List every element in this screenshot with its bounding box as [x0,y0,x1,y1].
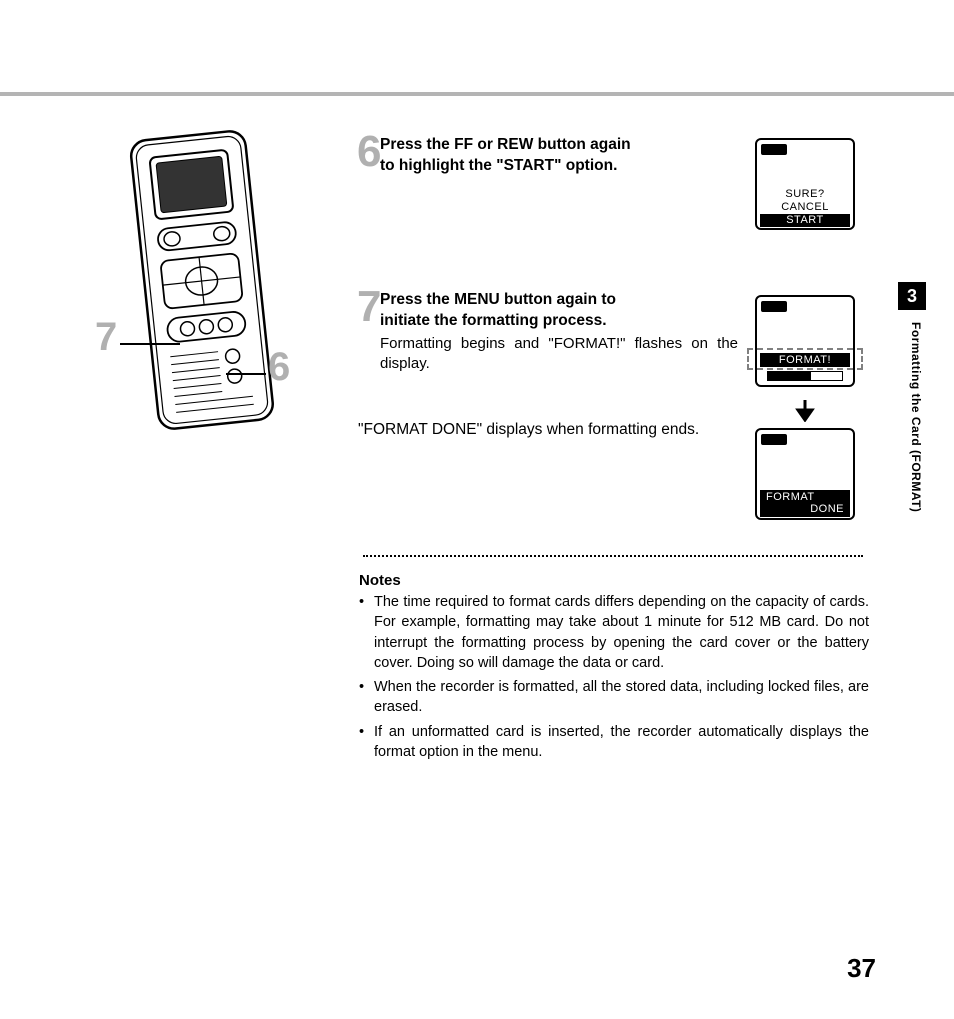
lcd-screen-sure: SURE? CANCEL START [755,138,855,230]
lcd-highlight: START [760,214,850,227]
step-6-block: 6 Press the FF or REW button again to hi… [358,135,738,177]
lcd-text: FORMAT [760,491,850,503]
progress-fill [768,372,811,380]
arrow-down-icon [795,400,815,429]
step-number: 6 [357,127,381,177]
text: to highlight the "START" option. [380,157,617,174]
step-7-subtext: Formatting begins and "FORMAT!" flashes … [380,334,738,375]
callout-line-7 [120,343,180,345]
top-rule [0,92,954,96]
lcd-screen-done: FORMAT DONE [755,428,855,520]
notes-heading: Notes [359,572,401,589]
step-6-text: Press the FF or REW button again to high… [380,135,738,177]
dotted-divider [363,555,863,557]
device-illustration [115,125,290,445]
chapter-tab: 3 [898,282,926,310]
callout-line-6 [226,373,266,375]
format-done-paragraph: "FORMAT DONE" displays when formatting e… [358,420,738,441]
lcd-highlight: FORMAT! [760,353,850,367]
note-item: When the recorder is formatted, all the … [359,677,869,718]
step-number: 7 [357,282,381,332]
step-7-block: 7 Press the MENU button again to initiat… [358,290,738,374]
text: button again [533,136,630,153]
note-item: The time required to format cards differ… [359,592,869,673]
text: Press the [380,136,454,153]
battery-icon [761,434,787,445]
notes-list: The time required to format cards differ… [359,592,869,766]
progress-bar [767,371,843,381]
lcd-text: SURE? [757,188,853,200]
ff-label: FF [454,136,473,153]
rew-label: REW [497,136,533,153]
text: button again to [500,291,616,308]
lcd-highlight: FORMAT DONE [760,490,850,517]
battery-icon [761,301,787,312]
battery-icon [761,144,787,155]
text: Press the [380,291,454,308]
lcd-text: DONE [760,503,850,515]
step-7-text: Press the MENU button again to initiate … [380,290,738,332]
page-number: 37 [847,953,876,984]
text: or [473,136,497,153]
lcd-text: CANCEL [757,201,853,213]
side-label: Formatting the Card (FORMAT) [909,322,923,512]
callout-number-7: 7 [95,315,117,360]
lcd-screen-format: FORMAT! [755,295,855,387]
note-item: If an unformatted card is inserted, the … [359,722,869,763]
callout-number-6: 6 [268,345,290,390]
text: initiate the formatting process. [380,312,607,329]
menu-label: MENU [454,291,500,308]
